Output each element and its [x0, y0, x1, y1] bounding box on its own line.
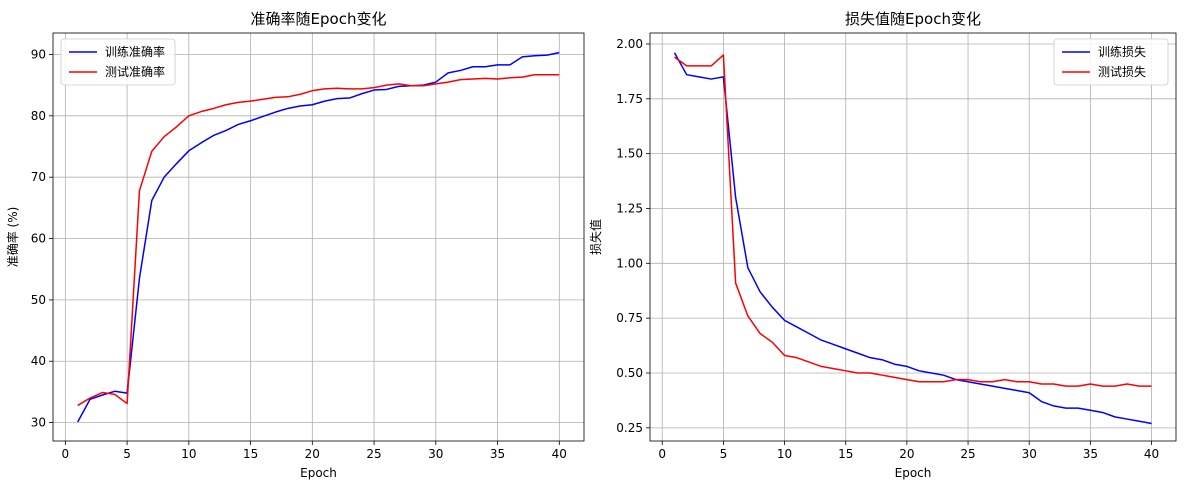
accuracy-chart: 0 5 10 15 20 25 30 35 40 30 40 50 60 70 80 90 准确率随Epoch变…	[5, 10, 585, 480]
y-tick-label: 60	[31, 232, 46, 246]
chart-title: 准确率随Epoch变化	[251, 10, 387, 28]
x-axis-label: Epoch	[895, 466, 932, 480]
y-tick-label: 1.75	[616, 92, 643, 106]
x-tick-label: 35	[490, 447, 505, 461]
x-tick-label: 40	[1144, 447, 1159, 461]
y-axis-label: 准确率 (%)	[5, 207, 20, 268]
x-tick-label: 25	[960, 447, 975, 461]
grid	[53, 33, 584, 441]
y-tick-label: 0.75	[616, 311, 643, 325]
y-tick-label: 30	[31, 416, 46, 430]
x-tick-label: 5	[123, 447, 131, 461]
y-tick-label: 1.00	[616, 256, 643, 270]
y-tick-label: 1.25	[616, 201, 643, 215]
y-tick-label: 40	[31, 354, 46, 368]
y-tick-label: 90	[31, 47, 46, 61]
axes-frame	[649, 32, 1177, 442]
y-tick-label: 1.50	[616, 147, 643, 161]
x-tick-label: 15	[243, 447, 258, 461]
series-line-0	[77, 51, 560, 423]
series-line-1	[674, 54, 1152, 387]
x-tick-label: 15	[838, 447, 853, 461]
chart-title: 损失值随Epoch变化	[845, 10, 981, 28]
x-tick-label: 25	[366, 447, 381, 461]
x-tick-label: 5	[720, 447, 728, 461]
y-axis-label: 损失值	[588, 219, 603, 255]
y-tick-label: 0.50	[616, 366, 643, 380]
x-tick-label: 30	[1022, 447, 1037, 461]
legend-label: 训练损失	[1098, 44, 1146, 59]
x-tick-label: 10	[181, 447, 196, 461]
y-tick-label: 70	[31, 170, 46, 184]
y-tick-label: 80	[31, 109, 46, 123]
y-tick-label: 50	[31, 293, 46, 307]
y-tick-label: 0.25	[616, 421, 643, 435]
x-tick-label: 20	[899, 447, 914, 461]
x-tick-label: 20	[305, 447, 320, 461]
legend-label: 训练准确率	[105, 44, 165, 59]
legend-box	[60, 38, 176, 86]
x-tick-label: 0	[62, 447, 70, 461]
x-tick-label: 30	[428, 447, 443, 461]
x-tick-label: 10	[777, 447, 792, 461]
series-line-1	[77, 73, 560, 407]
x-tick-label: 40	[552, 447, 567, 461]
legend-label: 测试准确率	[105, 64, 165, 79]
legend-box	[1053, 38, 1169, 86]
x-tick-label: 0	[658, 447, 666, 461]
x-tick-label: 35	[1083, 447, 1098, 461]
series-line-0	[673, 52, 1152, 425]
legend-label: 测试损失	[1098, 64, 1146, 79]
axes-frame	[52, 32, 585, 442]
loss-chart: 0 5 10 15 20 25 30 35 40 0.25 0.50 0.75 1.00 1.25 1.50…	[588, 10, 1177, 480]
x-axis-label: Epoch	[300, 466, 337, 480]
y-tick-label: 2.00	[616, 37, 643, 51]
